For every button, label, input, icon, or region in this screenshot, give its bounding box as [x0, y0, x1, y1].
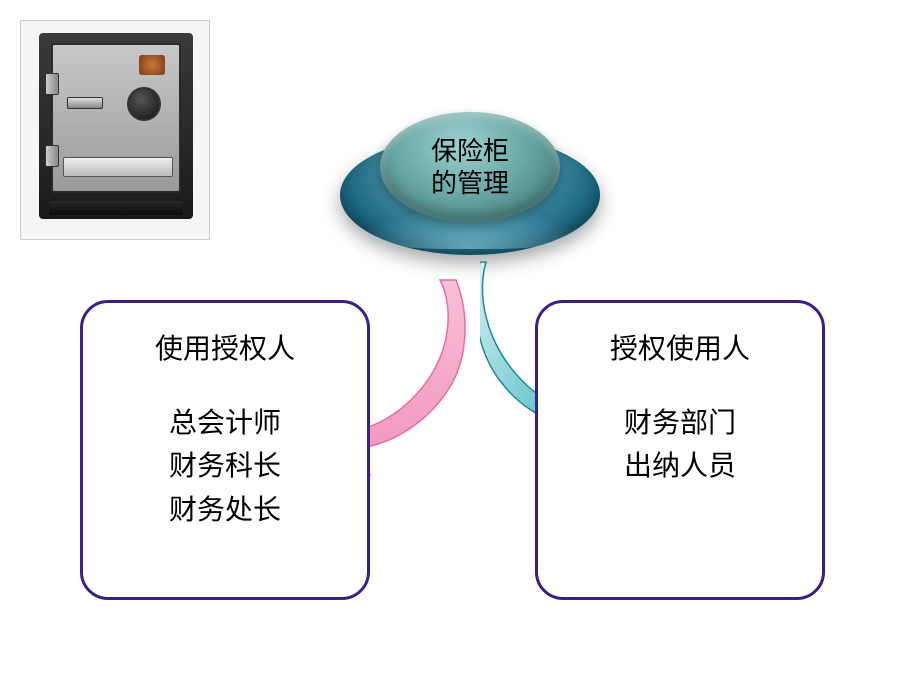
right-box-line: 出纳人员: [556, 444, 804, 487]
safe-photo: [20, 20, 210, 240]
center-node-label-line2: 的管理: [431, 168, 509, 198]
center-node-label-line1: 保险柜: [431, 136, 509, 166]
right-box: 授权使用人 财务部门 出纳人员: [535, 300, 825, 600]
safe-logo: [139, 55, 165, 75]
right-box-title: 授权使用人: [556, 327, 804, 367]
safe-base: [49, 201, 183, 215]
safe-body: [39, 33, 193, 219]
safe-handle-icon: [67, 97, 103, 109]
center-node-label: 保险柜 的管理: [431, 135, 509, 200]
center-node-top: 保险柜 的管理: [380, 112, 560, 222]
left-box: 使用授权人 总会计师 财务科长 财务处长: [80, 300, 370, 600]
center-node: 保险柜 的管理: [340, 100, 600, 260]
right-box-line: 财务部门: [556, 401, 804, 444]
left-box-line: 总会计师: [101, 401, 349, 444]
left-box-title: 使用授权人: [101, 327, 349, 367]
safe-door: [51, 43, 181, 193]
safe-hinge-icon: [45, 73, 59, 95]
safe-label-plate: [63, 157, 173, 177]
left-box-line: 财务处长: [101, 488, 349, 531]
safe-dial-icon: [127, 87, 161, 121]
left-box-line: 财务科长: [101, 444, 349, 487]
safe-hinge-icon: [45, 145, 59, 167]
